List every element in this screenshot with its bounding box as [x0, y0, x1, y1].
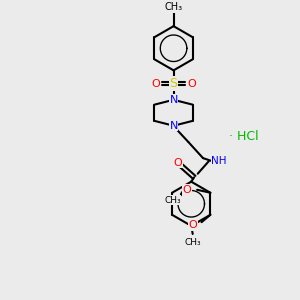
- Text: NH: NH: [212, 156, 227, 166]
- Text: CH₃: CH₃: [184, 238, 201, 247]
- Text: O: O: [188, 220, 197, 230]
- Text: N: N: [169, 121, 178, 131]
- Text: CH₃: CH₃: [164, 196, 181, 205]
- Text: O: O: [182, 185, 191, 195]
- Text: CH₃: CH₃: [164, 2, 183, 12]
- Text: O: O: [151, 79, 160, 88]
- Text: O: O: [188, 79, 196, 88]
- Text: S: S: [169, 77, 178, 90]
- Text: · HCl: · HCl: [230, 130, 259, 143]
- Text: N: N: [169, 95, 178, 105]
- Text: O: O: [174, 158, 182, 167]
